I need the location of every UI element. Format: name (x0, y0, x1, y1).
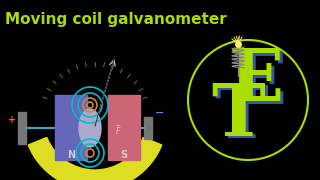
Text: T: T (214, 82, 268, 154)
Text: S: S (120, 150, 128, 160)
Wedge shape (28, 138, 162, 180)
Bar (55, 95, 87, 160)
Text: T: T (211, 80, 265, 150)
Text: Moving coil galvanometer: Moving coil galvanometer (5, 12, 227, 27)
Ellipse shape (79, 109, 101, 147)
Text: $\vec{F}$: $\vec{F}$ (115, 123, 121, 137)
Text: E: E (231, 48, 287, 118)
Text: N: N (67, 150, 75, 160)
Bar (108, 95, 140, 160)
Bar (18, 112, 26, 144)
Text: −: − (155, 108, 165, 118)
Bar (144, 117, 152, 139)
Text: +: + (8, 115, 16, 125)
Text: E: E (228, 44, 284, 116)
